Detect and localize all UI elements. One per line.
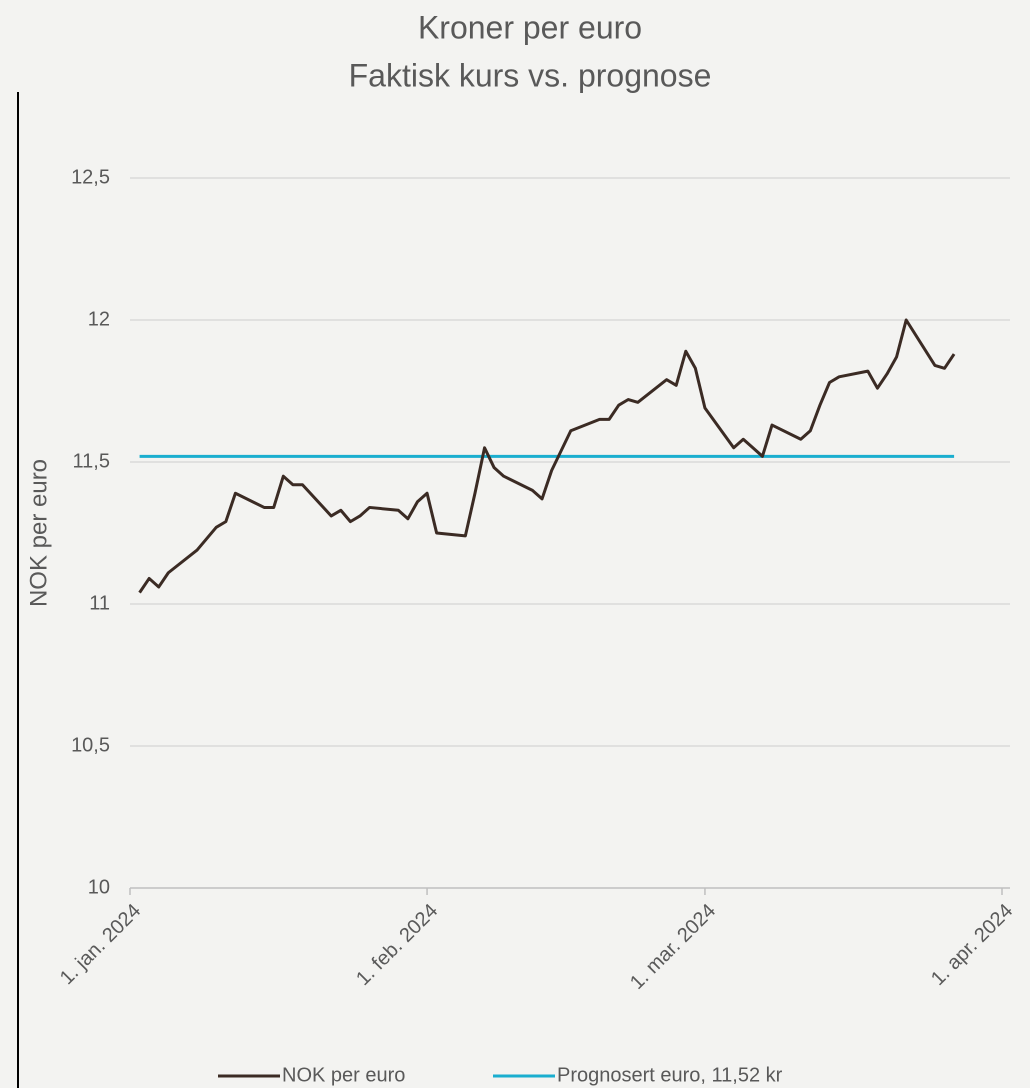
series-line [138, 318, 956, 594]
chart-title: Kroner per euro [418, 9, 642, 45]
y-tick-label: 11,5 [73, 450, 110, 472]
y-axis-label: NOK per euro [25, 459, 52, 607]
x-tick-label: 1. mar. 2024 [626, 900, 720, 994]
legend-label: NOK per euro [282, 1064, 405, 1086]
y-tick-label: 12,5 [71, 166, 110, 188]
y-tick-label: 12 [88, 308, 110, 330]
x-tick-label: 1. feb. 2024 [352, 900, 442, 990]
y-tick-label: 10 [88, 876, 110, 898]
x-tick-label: 1. jan. 2024 [56, 900, 145, 989]
legend-label: Prognosert euro, 11,52 kr [557, 1064, 783, 1086]
x-tick-label: 1. apr. 2024 [927, 900, 1017, 990]
y-tick-label: 11 [89, 592, 110, 614]
y-tick-label: 10,5 [71, 734, 110, 756]
chart-subtitle: Faktisk kurs vs. prognose [349, 57, 712, 93]
